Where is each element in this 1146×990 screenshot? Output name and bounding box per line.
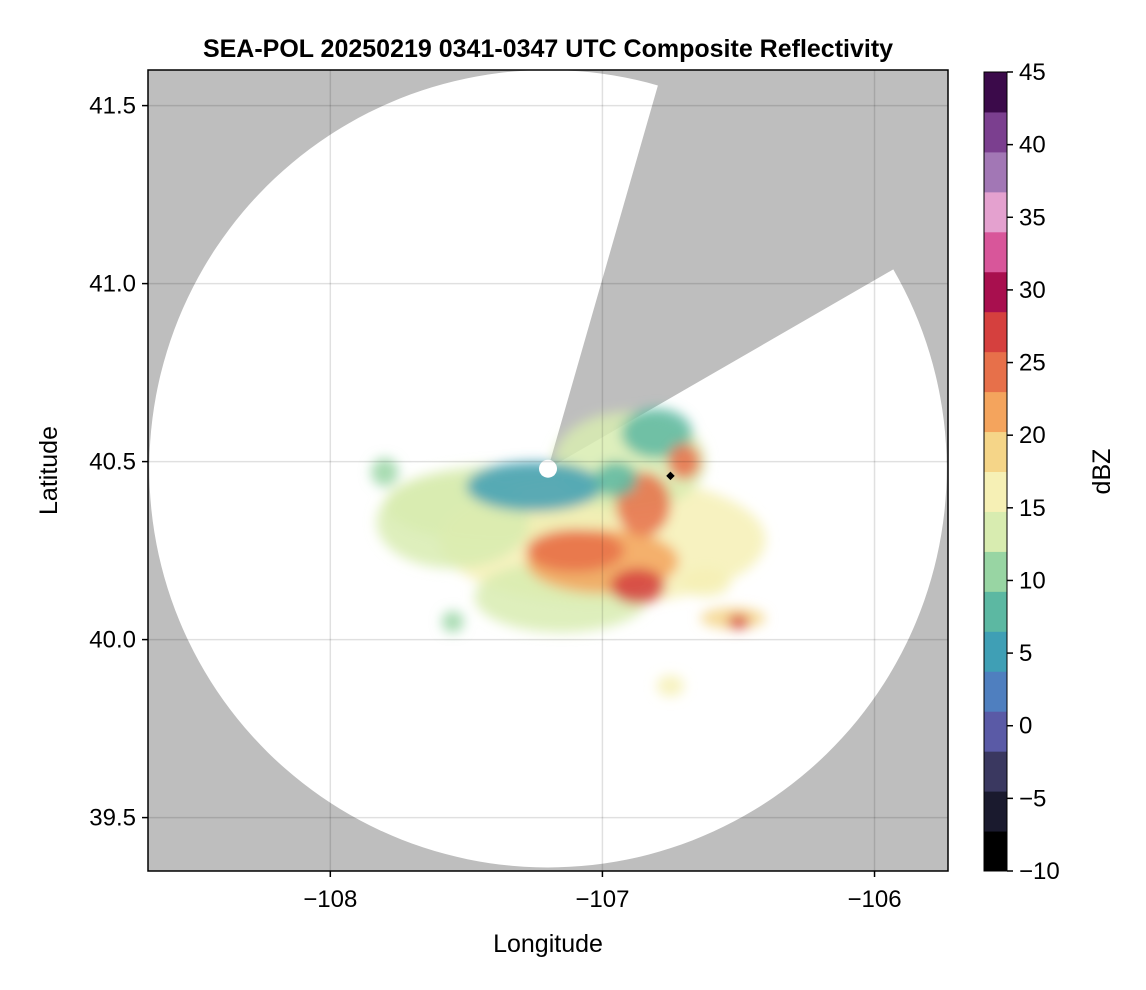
colorbar-swatch bbox=[984, 551, 1007, 592]
x-tick-label: −106 bbox=[847, 886, 901, 913]
echo-region bbox=[526, 529, 625, 572]
colorbar-tick-label: 25 bbox=[1019, 350, 1046, 377]
station-marker bbox=[666, 471, 675, 481]
colorbar-swatch bbox=[984, 511, 1007, 552]
y-tick-label: 40.0 bbox=[89, 627, 136, 654]
colorbar-tick-label: 5 bbox=[1019, 640, 1032, 667]
colorbar-tick-label: 0 bbox=[1019, 713, 1032, 740]
colorbar-swatch bbox=[984, 751, 1007, 792]
echo-region bbox=[371, 458, 399, 487]
colorbar-swatch bbox=[984, 431, 1007, 472]
colorbar-tick-label: 40 bbox=[1019, 132, 1046, 159]
echo-region bbox=[441, 611, 464, 633]
gridlines bbox=[148, 70, 948, 871]
radar-center-hole bbox=[539, 459, 557, 478]
colorbar-swatch bbox=[984, 311, 1007, 353]
echo-region bbox=[681, 568, 731, 597]
colorbar-swatch bbox=[984, 72, 1007, 113]
colorbar-swatch bbox=[984, 391, 1007, 433]
colorbar bbox=[983, 71, 1008, 872]
plot-area bbox=[148, 70, 948, 871]
y-axis-label: Latitude bbox=[35, 426, 63, 515]
echo-region bbox=[621, 408, 693, 459]
colorbar-swatch bbox=[984, 111, 1007, 153]
colorbar-swatch bbox=[984, 671, 1007, 712]
x-tick-label: −108 bbox=[303, 886, 357, 913]
colorbar-swatch bbox=[984, 791, 1007, 832]
colorbar-swatch bbox=[984, 351, 1007, 393]
colorbar-tick-label: 30 bbox=[1019, 277, 1046, 304]
colorbar-tick-label: 10 bbox=[1019, 567, 1046, 594]
echo-region bbox=[727, 614, 750, 629]
colorbar-swatch bbox=[984, 831, 1007, 872]
y-axis-ticks: 39.5 40.0 40.5 41.0 41.5 bbox=[89, 93, 148, 832]
y-tick-label: 39.5 bbox=[89, 805, 136, 832]
colorbar-tick-label: −10 bbox=[1019, 858, 1060, 885]
echo-region bbox=[610, 568, 666, 604]
colorbar-swatch bbox=[984, 471, 1007, 512]
colorbar-swatch bbox=[984, 151, 1007, 193]
plot-frame bbox=[147, 69, 949, 872]
echo-region bbox=[667, 443, 701, 480]
y-tick-label: 40.5 bbox=[89, 449, 136, 476]
colorbar-tick-label: 45 bbox=[1019, 59, 1046, 86]
colorbar-swatch bbox=[984, 631, 1007, 672]
x-tick-label: −107 bbox=[575, 886, 629, 913]
colorbar-tick-label: −5 bbox=[1019, 785, 1046, 812]
colorbar-frame bbox=[983, 71, 1008, 872]
colorbar-swatch bbox=[984, 191, 1007, 233]
colorbar-tick-label: 15 bbox=[1019, 495, 1046, 522]
echo-region bbox=[594, 461, 638, 498]
colorbar-tick-label: 35 bbox=[1019, 204, 1046, 231]
colorbar-tick-label: 20 bbox=[1019, 422, 1046, 449]
echo-region bbox=[656, 675, 685, 697]
colorbar-ticks: −10 −5 0 5 10 15 20 25 30 35 40 45 bbox=[1007, 59, 1060, 885]
x-axis-label: Longitude bbox=[493, 930, 603, 958]
y-tick-label: 41.5 bbox=[89, 93, 136, 120]
colorbar-swatch bbox=[984, 271, 1007, 313]
reflectivity-echoes bbox=[371, 408, 766, 697]
colorbar-swatch bbox=[984, 231, 1007, 273]
colorbar-swatch bbox=[984, 591, 1007, 632]
y-tick-label: 41.0 bbox=[89, 271, 136, 298]
colorbar-label: dBZ bbox=[1088, 449, 1116, 495]
echo-region bbox=[466, 461, 603, 512]
chart-title: SEA-POL 20250219 0341-0347 UTC Composite… bbox=[203, 35, 893, 63]
x-axis-ticks: −108 −107 −106 bbox=[303, 871, 902, 913]
colorbar-swatch bbox=[984, 711, 1007, 752]
